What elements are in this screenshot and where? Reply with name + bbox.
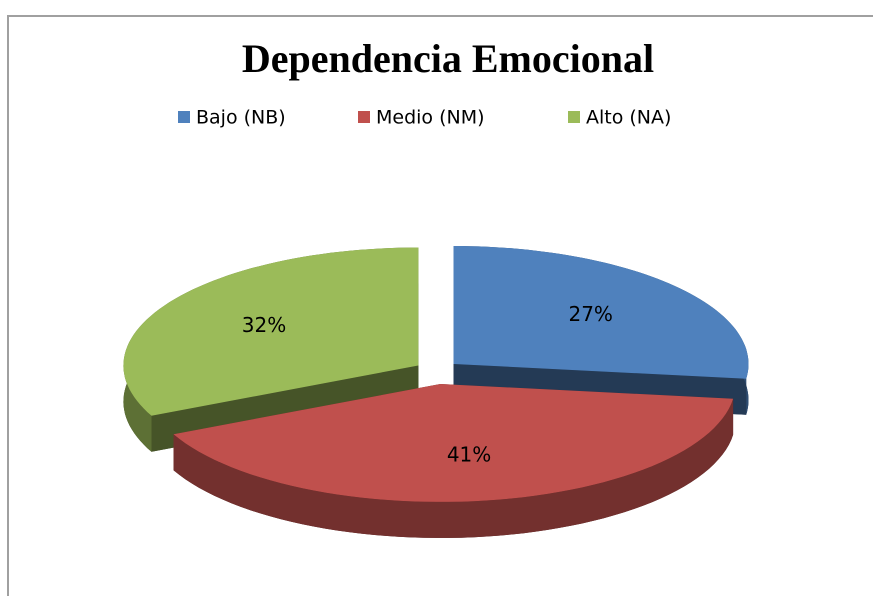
data-label: 32% [242, 313, 286, 337]
slice [173, 384, 734, 502]
legend-swatch [568, 111, 580, 123]
slice [123, 247, 419, 416]
legend-swatch [358, 111, 370, 123]
legend-label: Alto (NA) [586, 107, 671, 129]
legend-label: Medio (NM) [376, 107, 485, 129]
legend-label: Bajo (NB) [196, 107, 286, 129]
data-label: 41% [447, 443, 491, 467]
frame [7, 15, 873, 596]
legend-swatch [178, 111, 190, 123]
chart-title: Dependencia Emocional [242, 36, 654, 81]
slice [453, 246, 749, 379]
data-label: 27% [568, 302, 612, 326]
slice-outer-wall [173, 398, 734, 538]
